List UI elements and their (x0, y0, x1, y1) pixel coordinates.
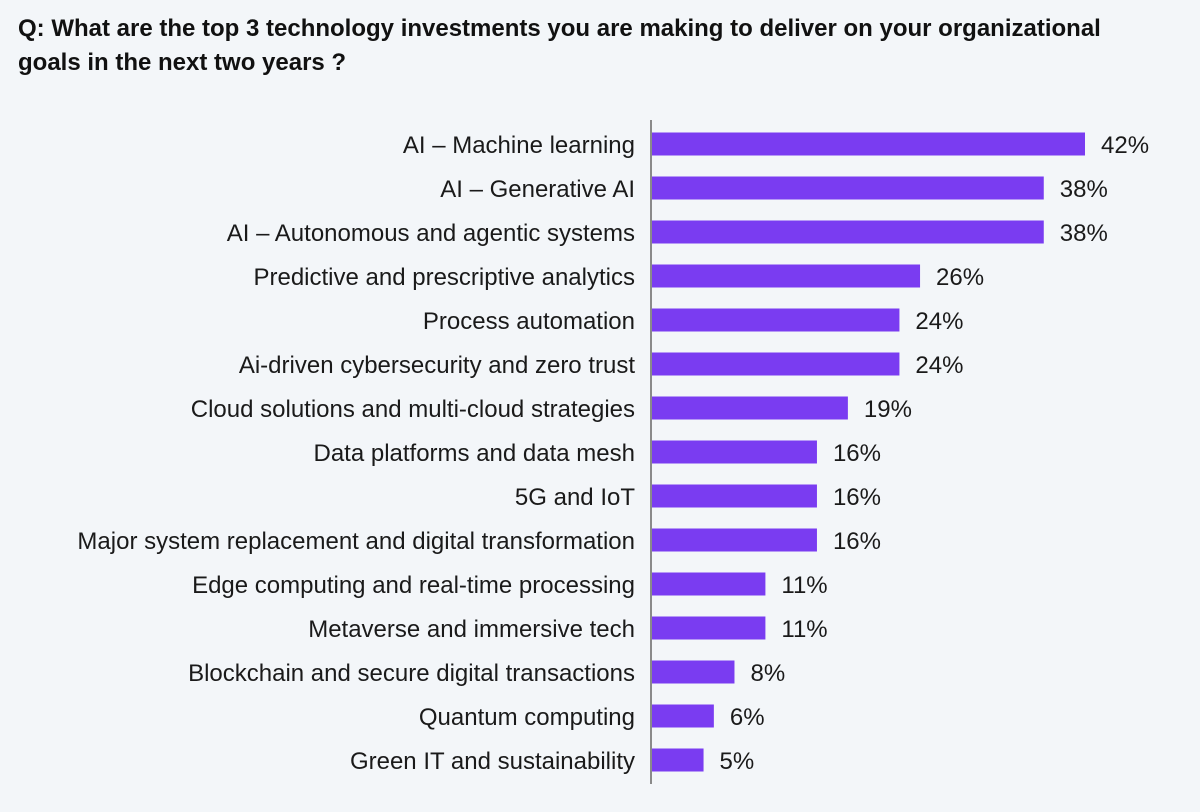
bar (652, 660, 735, 684)
bar (652, 484, 817, 508)
bar (652, 572, 766, 596)
category-label: Edge computing and real-time processing (192, 572, 635, 599)
value-label: 26% (936, 264, 984, 291)
value-label: 16% (833, 484, 881, 511)
category-label: 5G and IoT (515, 484, 635, 511)
value-label: 11% (781, 572, 827, 599)
bar (652, 220, 1044, 244)
category-label: Ai-driven cybersecurity and zero trust (239, 352, 635, 379)
value-label: 19% (864, 396, 912, 423)
category-label: Major system replacement and digital tra… (77, 528, 635, 555)
category-label: AI – Machine learning (403, 132, 635, 159)
bar (652, 704, 714, 728)
value-label: 24% (915, 352, 963, 379)
bars-group: AI – Machine learning 42% AI – Generative … (77, 132, 1149, 775)
value-label: 6% (730, 704, 765, 731)
category-label: Green IT and sustainability (350, 748, 635, 775)
bar (652, 528, 817, 552)
category-label: Quantum computing (419, 704, 635, 731)
bar (652, 352, 900, 376)
category-label: Blockchain and secure digital transactio… (188, 660, 635, 687)
category-label: AI – Autonomous and agentic systems (227, 220, 635, 247)
category-label: Data platforms and data mesh (313, 440, 635, 467)
value-label: 16% (833, 528, 881, 555)
bar (652, 396, 848, 420)
bar (652, 616, 766, 640)
value-label: 16% (833, 440, 881, 467)
category-label: Metaverse and immersive tech (308, 616, 635, 643)
value-label: 11% (781, 616, 827, 643)
chart-title: Q: What are the top 3 technology investm… (18, 15, 1101, 76)
value-label: 5% (720, 748, 755, 775)
value-label: 8% (750, 660, 785, 687)
bar (652, 440, 817, 464)
bar (652, 176, 1044, 200)
value-label: 24% (915, 308, 963, 335)
bar (652, 308, 900, 332)
category-label: Cloud solutions and multi-cloud strategi… (191, 396, 635, 423)
category-label: Predictive and prescriptive analytics (253, 264, 635, 291)
category-label: Process automation (423, 308, 635, 335)
bar (652, 264, 921, 288)
bar (652, 748, 704, 772)
category-label: AI – Generative AI (440, 176, 635, 203)
bar (652, 132, 1085, 156)
value-label: 38% (1060, 220, 1108, 247)
value-label: 38% (1060, 176, 1108, 203)
value-label: 42% (1101, 132, 1149, 159)
